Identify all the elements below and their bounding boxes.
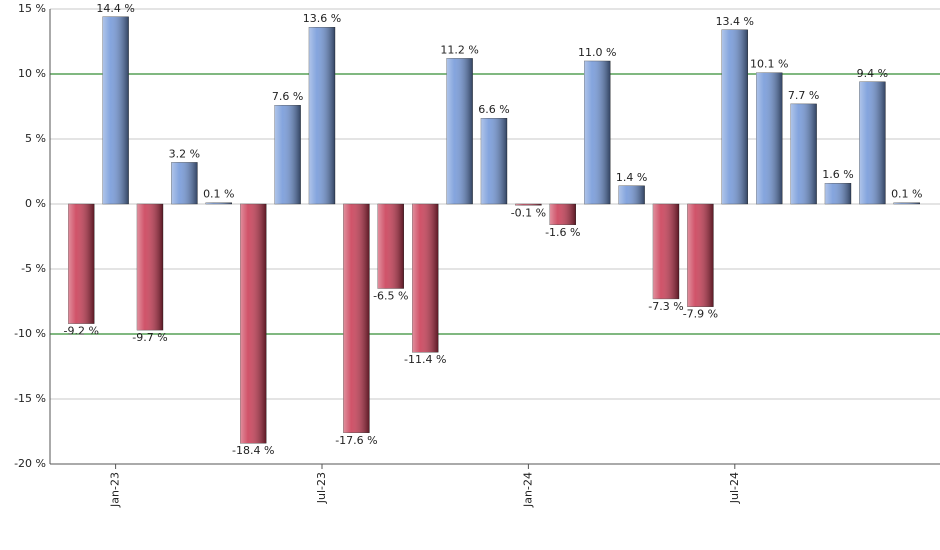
- data-label: -17.6 %: [335, 434, 377, 447]
- bar: [859, 81, 886, 205]
- bar: [205, 202, 233, 205]
- bar: [652, 203, 680, 300]
- bar: [824, 182, 852, 205]
- data-label: 7.7 %: [788, 89, 819, 102]
- bar: [274, 104, 301, 205]
- x-tick-label: Jan-23: [109, 472, 122, 508]
- data-label: 10.1 %: [750, 58, 788, 71]
- data-label: 3.2 %: [169, 147, 200, 160]
- y-tick-label: 15 %: [18, 2, 46, 15]
- bar: [721, 29, 748, 205]
- data-label: 11.0 %: [578, 46, 616, 59]
- x-tick-label: Jan-24: [521, 472, 534, 508]
- data-label: -7.9 %: [683, 308, 718, 321]
- y-tick-label: -15 %: [14, 392, 46, 405]
- data-label: 13.6 %: [303, 12, 341, 25]
- data-label: 14.4 %: [96, 2, 134, 15]
- data-label: -6.5 %: [373, 290, 408, 303]
- data-label: -11.4 %: [404, 353, 446, 366]
- data-label: -18.4 %: [232, 444, 274, 457]
- bar: [687, 203, 714, 307]
- y-tick-label: -5 %: [21, 262, 46, 275]
- bar: [171, 162, 198, 205]
- y-tick-label: 5 %: [25, 132, 46, 145]
- bar: [446, 58, 473, 205]
- bar: [308, 27, 336, 205]
- bar: [893, 202, 920, 205]
- bar: [584, 60, 611, 205]
- x-tick-label: Jul-23: [315, 472, 328, 504]
- bar: [239, 203, 267, 444]
- bar: [549, 203, 576, 225]
- bar: [480, 117, 508, 205]
- data-label: 7.6 %: [272, 90, 303, 103]
- bar: [618, 185, 645, 205]
- y-tick-label: 10 %: [18, 67, 46, 80]
- y-tick-label: 0 %: [25, 197, 46, 210]
- data-label: 1.4 %: [616, 171, 647, 184]
- bar: [790, 103, 817, 205]
- data-label: -7.3 %: [648, 300, 683, 313]
- data-label: -9.7 %: [132, 331, 167, 344]
- data-label: 0.1 %: [203, 188, 234, 201]
- data-label: 13.4 %: [716, 15, 754, 28]
- x-tick-label: Jul-24: [728, 472, 741, 504]
- bar: [102, 16, 129, 205]
- y-tick-label: -10 %: [14, 327, 46, 340]
- y-tick-label: -20 %: [14, 457, 46, 470]
- data-label: -0.1 %: [511, 206, 546, 219]
- data-label: 6.6 %: [478, 103, 509, 116]
- data-label: 11.2 %: [440, 43, 478, 56]
- data-label: 9.4 %: [857, 67, 888, 80]
- bar: [67, 203, 95, 324]
- data-label: 1.6 %: [822, 168, 853, 181]
- bar: [515, 203, 542, 206]
- data-label: -9.2 %: [63, 325, 98, 338]
- bar: [343, 203, 370, 434]
- data-label: -1.6 %: [545, 226, 580, 239]
- bar: [412, 203, 439, 353]
- data-label: 0.1 %: [891, 188, 922, 201]
- bar: [756, 72, 783, 205]
- bar: [136, 203, 164, 331]
- bar: [377, 203, 404, 289]
